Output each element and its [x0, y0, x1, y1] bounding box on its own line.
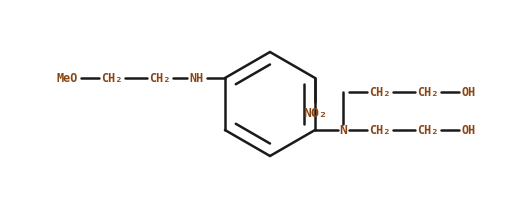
Text: NO₂: NO₂: [303, 107, 327, 121]
Text: CH₂: CH₂: [417, 85, 439, 98]
Text: CH₂: CH₂: [369, 124, 391, 136]
Text: CH₂: CH₂: [417, 124, 439, 136]
Text: CH₂: CH₂: [101, 71, 122, 84]
Text: CH₂: CH₂: [369, 85, 391, 98]
Text: OH: OH: [462, 124, 476, 136]
Text: CH₂: CH₂: [150, 71, 171, 84]
Text: OH: OH: [462, 85, 476, 98]
Text: MeO: MeO: [56, 71, 78, 84]
Text: N: N: [339, 124, 347, 136]
Text: NH: NH: [190, 71, 204, 84]
